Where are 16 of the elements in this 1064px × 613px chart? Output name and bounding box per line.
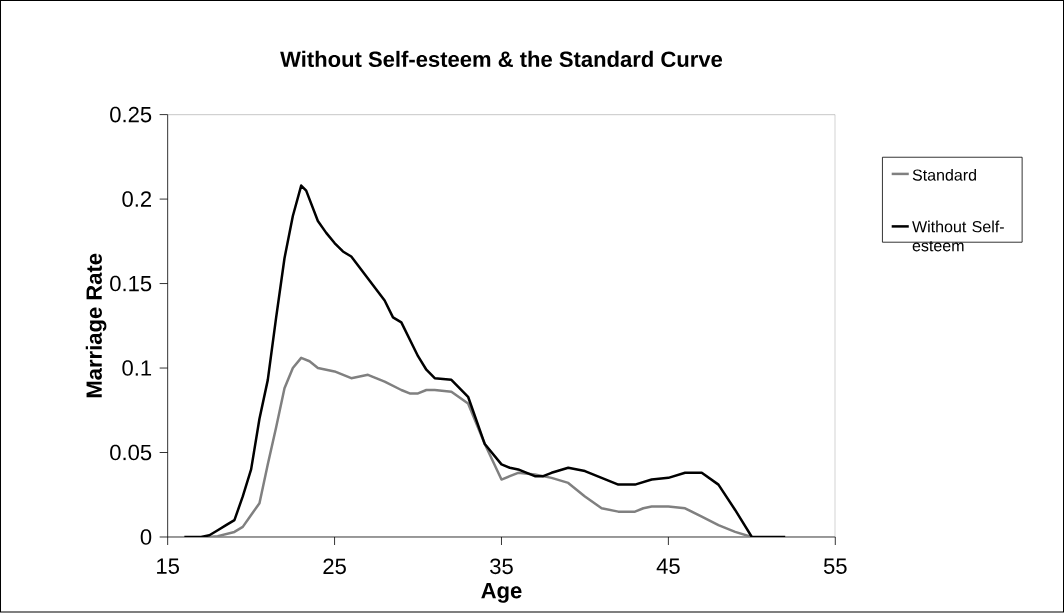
y-tick-label: 0.25 [110,107,152,123]
y-tick-label: 0.05 [110,444,152,461]
y-tick-label: 0.2 [122,191,152,208]
chart-title: Without Self-esteem & the Standard Curve [280,51,723,68]
x-tick-label: 35 [490,558,513,575]
legend-label: Standard [912,169,976,181]
legend-label: Without Self-esteem [912,220,1004,252]
x-tick-label: 15 [157,558,179,575]
y-tick-label: 0.15 [110,275,152,292]
x-tick-label: 45 [656,558,680,575]
x-axis-title: Age [481,583,522,604]
x-tick-label: 55 [823,558,847,575]
x-tick-label: 25 [323,558,346,575]
y-axis-title: Marriage Rate [85,253,107,398]
y-tick-label: 0 [140,529,152,546]
y-tick-label: 0.1 [122,360,152,377]
